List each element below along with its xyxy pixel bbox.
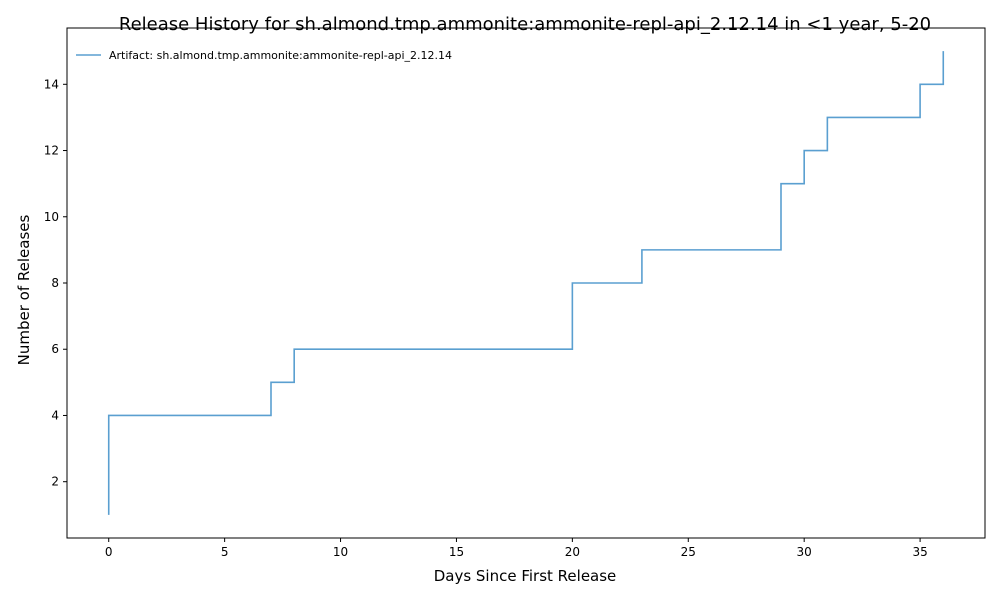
y-axis-label: Number of Releases	[15, 214, 33, 365]
series-line-0	[107, 51, 945, 515]
y-tick-label: 6	[51, 342, 59, 356]
x-tick-label: 10	[333, 545, 348, 559]
x-tick-label: 30	[797, 545, 812, 559]
x-tick-label: 20	[565, 545, 580, 559]
x-axis-ticks: 0 5 10 15 20 25 30 35	[105, 538, 928, 559]
plot-area	[107, 51, 945, 515]
x-tick-label: 0	[105, 545, 113, 559]
y-tick-label: 2	[51, 475, 59, 489]
y-tick-label: 10	[44, 210, 59, 224]
y-tick-label: 8	[51, 276, 59, 290]
x-tick-label: 35	[912, 545, 927, 559]
y-tick-label: 4	[51, 408, 59, 422]
x-tick-label: 5	[221, 545, 229, 559]
legend-entry-label: Artifact: sh.almond.tmp.ammonite:ammonit…	[109, 49, 452, 62]
y-axis-ticks: 2 4 6 8 10 12 14	[44, 77, 67, 489]
x-axis-label: Days Since First Release	[434, 567, 617, 585]
legend: Artifact: sh.almond.tmp.ammonite:ammonit…	[76, 49, 452, 62]
x-tick-label: 25	[681, 545, 696, 559]
chart-title: Release History for sh.almond.tmp.ammoni…	[119, 14, 931, 35]
y-tick-label: 14	[44, 77, 59, 91]
x-tick-label: 15	[449, 545, 464, 559]
y-tick-label: 12	[44, 144, 59, 158]
